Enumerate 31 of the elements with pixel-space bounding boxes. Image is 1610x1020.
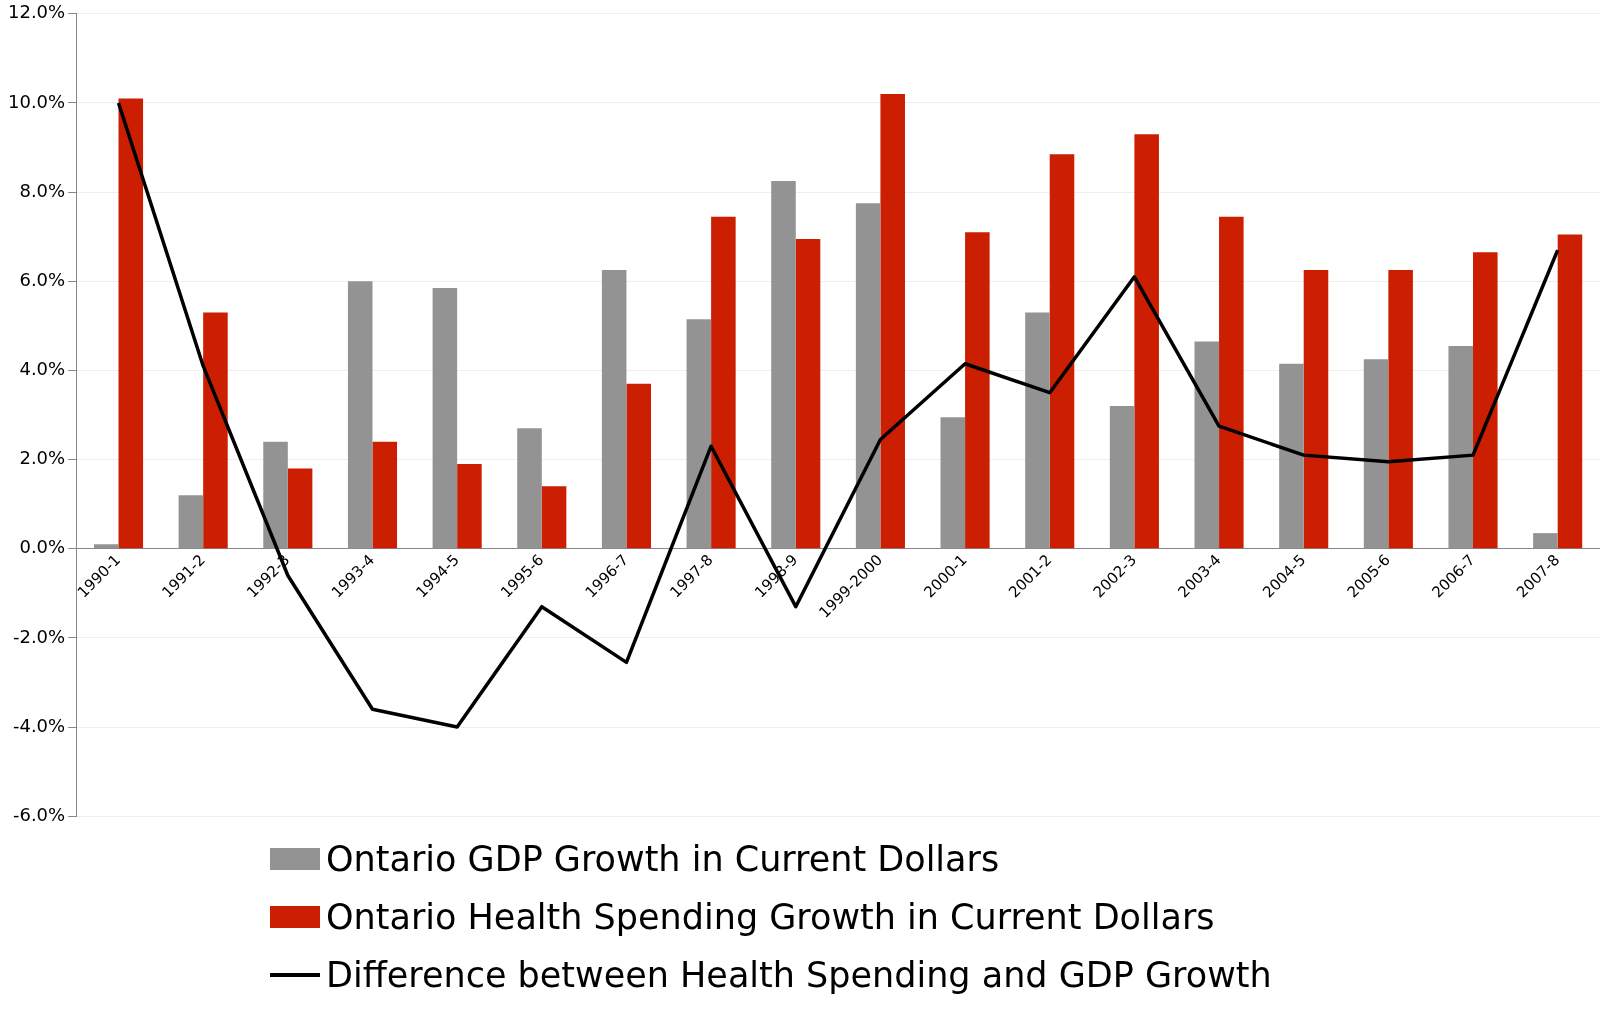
- bar: [711, 216, 736, 549]
- bar: [795, 238, 821, 549]
- bar: [1473, 252, 1498, 549]
- bar: [372, 441, 398, 549]
- y-tick-label: 6.0%: [19, 268, 66, 290]
- bar: [965, 232, 990, 549]
- legend-label: Ontario Health Spending Growth in Current Dollars: [326, 897, 1215, 937]
- y-tick-label: 0.0%: [19, 536, 66, 558]
- bar: [1049, 154, 1075, 549]
- bar: [1219, 216, 1244, 549]
- y-tick-label: -6.0%: [12, 803, 66, 825]
- legend-label: Difference between Health Spending and GDP Growth: [326, 955, 1272, 995]
- bar: [1134, 134, 1159, 549]
- bar: [541, 486, 567, 549]
- y-tick-label: 10.0%: [7, 90, 66, 112]
- bar: [287, 468, 313, 549]
- bar: [457, 464, 482, 549]
- y-tick-label: 12.0%: [7, 1, 66, 23]
- bar: [1388, 270, 1413, 549]
- bar: [203, 312, 228, 549]
- y-tick-label: 8.0%: [19, 179, 66, 201]
- y-tick-label: 2.0%: [19, 447, 66, 469]
- bar: [1557, 234, 1583, 549]
- bar: [880, 94, 905, 549]
- bar: [118, 98, 144, 549]
- y-tick-label: -2.0%: [12, 625, 66, 647]
- bar: [626, 383, 651, 549]
- legend-label: Ontario GDP Growth in Current Dollars: [326, 839, 1000, 879]
- y-tick-label: 4.0%: [19, 358, 66, 380]
- bar: [1303, 270, 1329, 549]
- y-tick-label: -4.0%: [12, 714, 66, 736]
